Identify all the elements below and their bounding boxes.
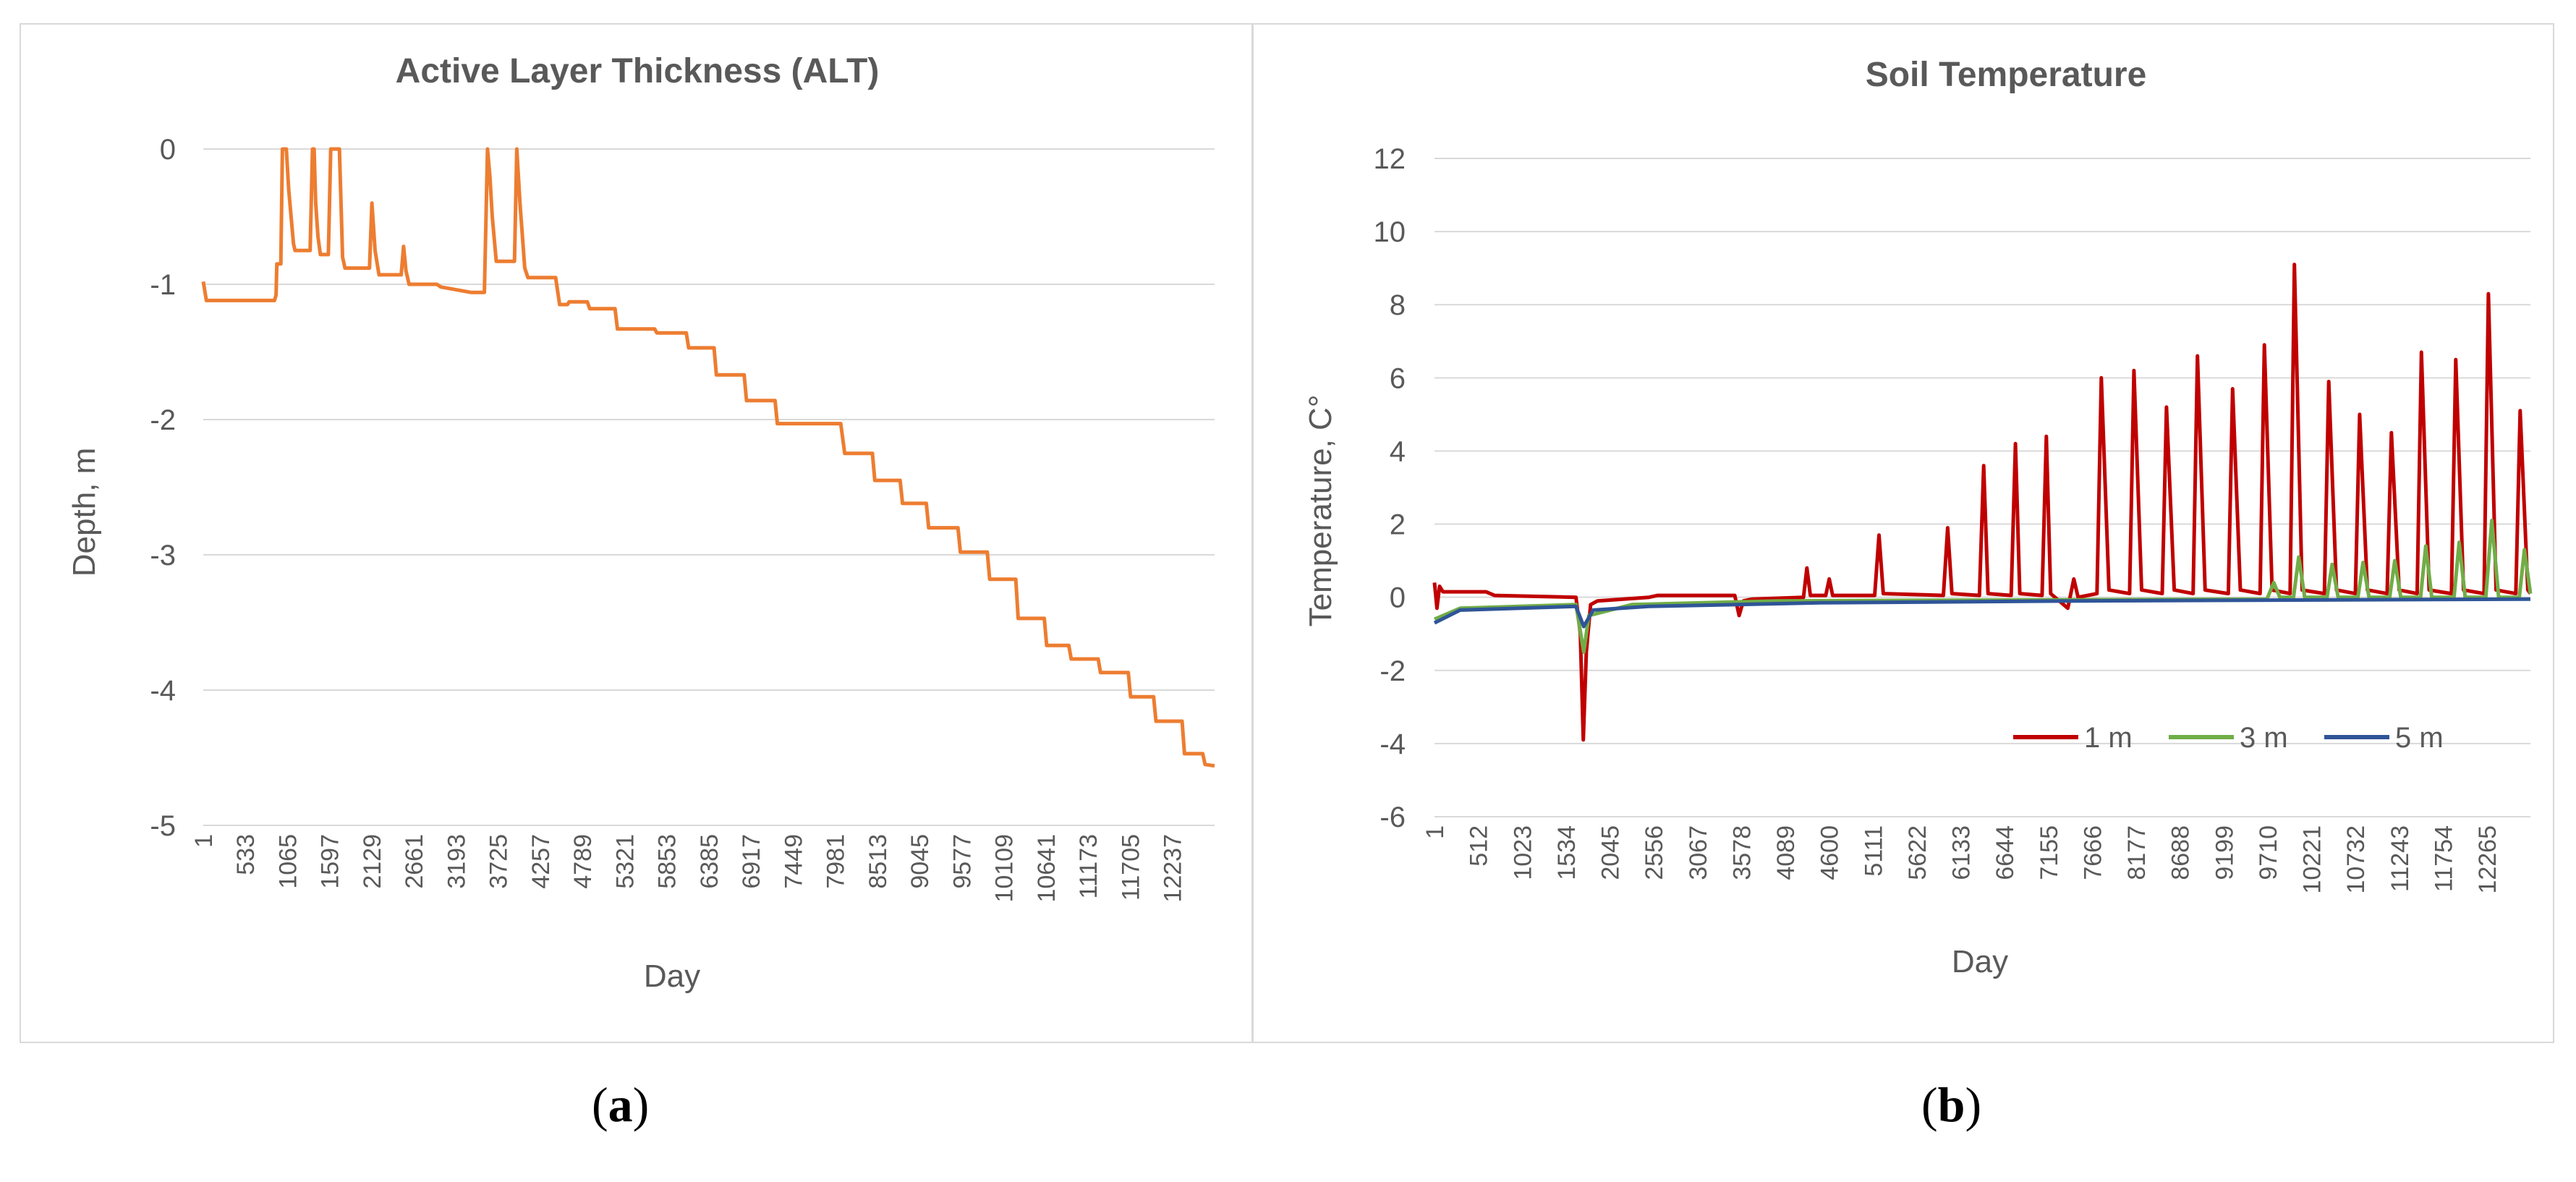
y-tick-label: 10: [1374, 216, 1406, 248]
soil-series: [1432, 263, 2533, 742]
x-tick-label: 3725: [485, 834, 513, 889]
x-tick-label: 6917: [738, 834, 765, 889]
x-tick-label: 5111: [1860, 825, 1887, 877]
x-tick-label: 6133: [1948, 825, 1976, 880]
x-tick-label: 9577: [948, 834, 976, 889]
caption-b-letter: b: [1937, 1077, 1965, 1132]
y-tick-label: 4: [1390, 435, 1406, 467]
y-tick-label: -6: [1380, 802, 1406, 833]
x-tick-label: 8688: [2167, 825, 2195, 880]
alt-x-axis-label: Day: [644, 958, 700, 994]
x-tick-label: 4089: [1772, 825, 1800, 880]
y-tick-label: 0: [160, 134, 176, 166]
y-tick-label: 8: [1390, 289, 1406, 321]
chart-panel-soil-temperature: 12 10 8 6 4 2 0 -2 -4 -6 1 512 1023 1534 2045 2556 3067…: [1252, 23, 2554, 1043]
x-tick-label: 7981: [822, 834, 850, 889]
x-tick-label: 1: [190, 834, 218, 848]
x-tick-label: 8513: [864, 834, 892, 889]
x-tick-label: 4600: [1816, 825, 1844, 880]
x-tick-label: 4257: [527, 834, 555, 889]
x-tick-label: 6385: [696, 834, 723, 889]
soil-temperature-chart: 12 10 8 6 4 2 0 -2 -4 -6 1 512 1023 1534 2045 2556 3067…: [1303, 56, 2533, 979]
soil-chart-title: Soil Temperature: [1866, 56, 2147, 94]
alt-y-axis-label: Depth, m: [67, 448, 102, 577]
series-line-5-m: [1433, 597, 2531, 629]
alt-chart: 0 -1 -2 -3 -4 -5 1 533 1065 1597 2129 2661 3193 3725…: [67, 52, 1215, 994]
x-tick-label: 3193: [443, 834, 470, 889]
caption-a-letter: a: [608, 1077, 633, 1132]
y-tick-label: -2: [1380, 655, 1406, 687]
y-tick-label: 0: [1390, 582, 1406, 614]
y-tick-label: 6: [1390, 362, 1406, 394]
x-tick-label: 10109: [991, 834, 1019, 903]
y-tick-label: -2: [150, 404, 176, 436]
chart-panel-alt: 0 -1 -2 -3 -4 -5 1 533 1065 1597 2129 2661 3193 3725…: [20, 23, 1253, 1043]
x-tick-label: 1534: [1553, 825, 1581, 880]
x-tick-label: 1: [1421, 825, 1449, 839]
x-tick-label: 11754: [2430, 825, 2457, 892]
x-tick-label: 7449: [780, 834, 807, 889]
x-tick-label: 1023: [1509, 825, 1536, 880]
alt-chart-title: Active Layer Thickness (ALT): [396, 52, 880, 90]
legend-label: 1 m: [2084, 722, 2133, 754]
legend-label: 5 m: [2395, 722, 2444, 754]
x-tick-label: 9045: [906, 834, 934, 889]
soil-x-tick-labels: 1 512 1023 1534 2045 2556 3067 3578 4089 4600 5111…: [1421, 825, 2501, 894]
alt-y-tick-labels: 0 -1 -2 -3 -4 -5: [150, 134, 176, 842]
caption-b: (b): [1921, 1077, 1982, 1132]
alt-x-tick-labels: 1 533 1065 1597 2129 2661 3193 3725 4257 4789 5321…: [190, 834, 1187, 903]
caption-a: (a): [592, 1077, 650, 1132]
x-tick-label: 2045: [1597, 825, 1625, 880]
x-tick-label: 3578: [1728, 825, 1756, 880]
x-tick-label: 2661: [401, 834, 428, 889]
x-tick-label: 2129: [359, 834, 386, 889]
x-tick-label: 12265: [2474, 825, 2501, 894]
x-tick-label: 6644: [1991, 825, 2019, 880]
soil-legend: 1 m 3 m 5 m: [2013, 722, 2444, 754]
soil-x-axis-label: Day: [1952, 944, 2008, 979]
y-tick-label: 2: [1390, 509, 1406, 541]
x-tick-label: 8177: [2123, 825, 2151, 880]
soil-y-axis-label: Temperature, C°: [1303, 395, 1338, 627]
legend-label: 3 m: [2240, 722, 2288, 754]
x-tick-label: 533: [232, 834, 260, 875]
x-tick-label: 512: [1466, 825, 1493, 867]
x-tick-label: 5321: [611, 834, 639, 889]
x-tick-label: 5853: [654, 834, 681, 889]
x-tick-label: 7155: [2036, 825, 2063, 880]
y-tick-label: -1: [150, 269, 176, 301]
x-tick-label: 1065: [274, 834, 302, 889]
soil-y-tick-labels: 12 10 8 6 4 2 0 -2 -4 -6: [1374, 143, 1406, 833]
alt-gridlines: [203, 148, 1215, 826]
x-tick-label: 3067: [1685, 825, 1712, 880]
x-tick-label: 9710: [2255, 825, 2282, 880]
x-tick-label: 5622: [1904, 825, 1931, 880]
x-tick-label: 10641: [1033, 834, 1060, 903]
y-tick-label: -3: [150, 540, 176, 571]
x-tick-label: 2556: [1641, 825, 1668, 880]
x-tick-label: 11243: [2386, 825, 2414, 892]
x-tick-label: 9199: [2211, 825, 2238, 880]
y-tick-label: -4: [150, 675, 176, 707]
x-tick-label: 11173: [1075, 834, 1102, 899]
y-tick-label: -5: [150, 810, 176, 842]
series-line-1-m: [1432, 263, 2533, 742]
x-tick-label: 7666: [2079, 825, 2107, 880]
alt-series: [201, 147, 1215, 768]
x-tick-label: 12237: [1160, 834, 1187, 903]
x-tick-label: 1597: [317, 834, 344, 889]
x-tick-label: 10732: [2342, 825, 2370, 894]
series-line-3-m: [1434, 519, 2533, 654]
series-line-ALT: [201, 147, 1215, 768]
x-tick-label: 11705: [1117, 834, 1144, 901]
x-tick-label: 10221: [2299, 825, 2326, 894]
y-tick-label: -4: [1380, 728, 1406, 760]
y-tick-label: 12: [1374, 143, 1406, 175]
x-tick-label: 4789: [569, 834, 597, 889]
